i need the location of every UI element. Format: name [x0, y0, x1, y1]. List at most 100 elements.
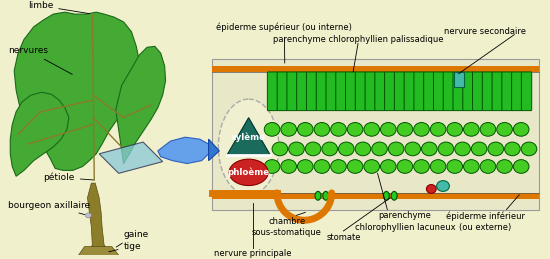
- Ellipse shape: [480, 123, 496, 136]
- Ellipse shape: [471, 142, 487, 156]
- FancyBboxPatch shape: [306, 72, 317, 111]
- FancyBboxPatch shape: [336, 72, 346, 111]
- Text: nervure principale: nervure principale: [214, 249, 292, 257]
- FancyBboxPatch shape: [384, 72, 395, 111]
- Text: chambre
sous-stomatique: chambre sous-stomatique: [252, 217, 322, 238]
- FancyBboxPatch shape: [492, 72, 502, 111]
- FancyBboxPatch shape: [287, 72, 297, 111]
- Ellipse shape: [314, 160, 329, 173]
- FancyBboxPatch shape: [463, 72, 473, 111]
- FancyBboxPatch shape: [472, 72, 483, 111]
- Ellipse shape: [338, 142, 354, 156]
- Ellipse shape: [323, 191, 329, 200]
- Ellipse shape: [331, 160, 346, 173]
- Ellipse shape: [504, 142, 520, 156]
- Bar: [454, 72, 464, 87]
- FancyBboxPatch shape: [316, 72, 327, 111]
- Ellipse shape: [405, 142, 421, 156]
- FancyBboxPatch shape: [433, 72, 444, 111]
- Ellipse shape: [447, 160, 463, 173]
- Ellipse shape: [455, 142, 470, 156]
- FancyBboxPatch shape: [512, 72, 522, 111]
- Ellipse shape: [430, 160, 446, 173]
- Polygon shape: [208, 139, 219, 161]
- Ellipse shape: [364, 123, 380, 136]
- Ellipse shape: [438, 142, 454, 156]
- Ellipse shape: [381, 160, 396, 173]
- Text: gaine: gaine: [116, 230, 149, 247]
- Ellipse shape: [331, 123, 346, 136]
- Bar: [212, 193, 539, 199]
- Ellipse shape: [521, 142, 537, 156]
- Ellipse shape: [391, 191, 397, 200]
- Ellipse shape: [347, 123, 363, 136]
- Text: épiderme supérieur (ou interne): épiderme supérieur (ou interne): [216, 22, 352, 63]
- Ellipse shape: [85, 213, 91, 218]
- FancyBboxPatch shape: [365, 72, 376, 111]
- FancyBboxPatch shape: [326, 72, 337, 111]
- Ellipse shape: [397, 123, 412, 136]
- FancyBboxPatch shape: [453, 72, 463, 111]
- Ellipse shape: [488, 142, 504, 156]
- Text: épiderme inférieur
(ou externe): épiderme inférieur (ou externe): [446, 211, 525, 232]
- Ellipse shape: [421, 142, 437, 156]
- FancyBboxPatch shape: [414, 72, 424, 111]
- Ellipse shape: [414, 160, 430, 173]
- Ellipse shape: [464, 160, 479, 173]
- FancyBboxPatch shape: [521, 72, 532, 111]
- Ellipse shape: [305, 142, 321, 156]
- Ellipse shape: [388, 142, 404, 156]
- Text: stomate: stomate: [326, 233, 361, 242]
- Text: pétiole: pétiole: [43, 173, 94, 182]
- Polygon shape: [87, 183, 108, 256]
- Ellipse shape: [464, 123, 479, 136]
- Polygon shape: [227, 118, 270, 155]
- Text: limbe: limbe: [28, 1, 90, 14]
- Ellipse shape: [218, 99, 279, 195]
- Text: xylème: xylème: [231, 132, 266, 142]
- FancyBboxPatch shape: [345, 72, 356, 111]
- Text: parenchyme
chlorophyllien lacuneux: parenchyme chlorophyllien lacuneux: [355, 211, 455, 232]
- FancyBboxPatch shape: [296, 72, 307, 111]
- Ellipse shape: [298, 123, 313, 136]
- Ellipse shape: [383, 191, 389, 200]
- Ellipse shape: [397, 160, 412, 173]
- Bar: [212, 66, 539, 72]
- FancyBboxPatch shape: [394, 72, 405, 111]
- Ellipse shape: [414, 123, 430, 136]
- FancyBboxPatch shape: [404, 72, 415, 111]
- Ellipse shape: [372, 142, 387, 156]
- Ellipse shape: [426, 185, 436, 193]
- Polygon shape: [158, 137, 212, 164]
- Ellipse shape: [381, 123, 396, 136]
- Text: parenchyme chlorophyllien palissadique: parenchyme chlorophyllien palissadique: [273, 35, 443, 44]
- Ellipse shape: [430, 123, 446, 136]
- FancyBboxPatch shape: [277, 72, 288, 111]
- Text: nervures: nervures: [8, 46, 72, 74]
- Ellipse shape: [272, 142, 288, 156]
- Ellipse shape: [364, 160, 380, 173]
- Ellipse shape: [322, 142, 338, 156]
- FancyBboxPatch shape: [267, 72, 278, 111]
- Polygon shape: [10, 92, 69, 176]
- Ellipse shape: [298, 160, 313, 173]
- Ellipse shape: [314, 123, 329, 136]
- Ellipse shape: [497, 160, 513, 173]
- Ellipse shape: [229, 159, 268, 185]
- Bar: [212, 59, 539, 211]
- Ellipse shape: [347, 160, 363, 173]
- Ellipse shape: [497, 123, 513, 136]
- Polygon shape: [14, 12, 140, 170]
- Polygon shape: [116, 46, 166, 164]
- Ellipse shape: [437, 181, 449, 191]
- Ellipse shape: [281, 123, 296, 136]
- Ellipse shape: [264, 123, 280, 136]
- Ellipse shape: [513, 160, 529, 173]
- Text: nervure secondaire: nervure secondaire: [444, 27, 526, 36]
- Text: phloème: phloème: [228, 168, 270, 177]
- FancyBboxPatch shape: [424, 72, 434, 111]
- FancyBboxPatch shape: [502, 72, 512, 111]
- Ellipse shape: [281, 160, 296, 173]
- Ellipse shape: [447, 123, 463, 136]
- Polygon shape: [78, 247, 120, 256]
